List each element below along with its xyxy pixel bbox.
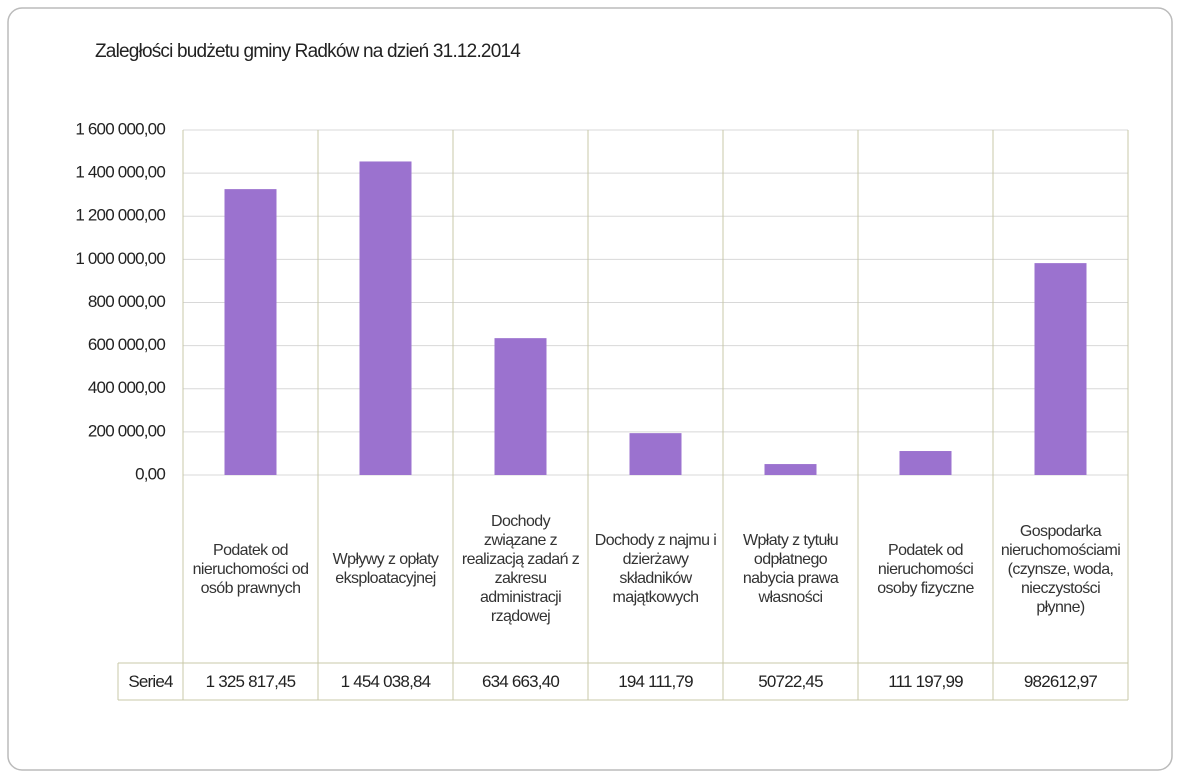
y-tick-label: 800 000,00 [88,292,165,311]
y-tick-label: 1 600 000,00 [75,119,165,138]
x-tick-label: Wpłaty z tytułu odpłatnego nabycia prawa… [742,532,839,606]
x-tick-label: Dochody z najmu i dzierżawy składników m… [594,532,717,606]
data-table-value: 50722,45 [758,672,823,691]
data-table-value: 111 197,99 [888,672,963,691]
chart-title: Zaległości budżetu gminy Radków na dzień… [95,41,521,62]
bar [1034,263,1087,475]
bar [764,464,817,475]
data-table-value: 194 111,79 [618,672,693,691]
x-tick-label: Podatek od nieruchomości od osób prawnyc… [192,541,309,597]
x-tick-label: Dochody związane z realizacją zadań z za… [461,513,580,625]
y-tick-label: 600 000,00 [88,335,165,354]
bar [899,451,952,475]
y-tick-label: 1 000 000,00 [75,249,165,268]
legend-label: Serie4 [128,672,173,691]
data-table-value: 1 454 038,84 [340,672,431,691]
data-table-value: 1 325 817,45 [205,672,296,691]
bar [629,433,682,475]
bar [224,189,277,475]
y-tick-label: 0,00 [135,464,165,483]
y-tick-label: 1 400 000,00 [75,163,165,182]
data-table-value: 634 663,40 [481,672,560,691]
x-tick-label: Wpływy z opłaty eksploatacyjnej [332,551,439,587]
data-table-value: 982612,97 [1023,672,1098,691]
x-tick-label: Gospodarka nieruchomościami (czynsze, wo… [1000,522,1121,616]
y-tick-label: 1 200 000,00 [75,206,165,225]
y-tick-label: 200 000,00 [88,421,165,440]
bar [359,161,412,475]
x-tick-label: Podatek od nieruchomości osoby fizyczne [877,541,974,597]
bar [494,338,547,475]
y-tick-label: 400 000,00 [88,378,165,397]
